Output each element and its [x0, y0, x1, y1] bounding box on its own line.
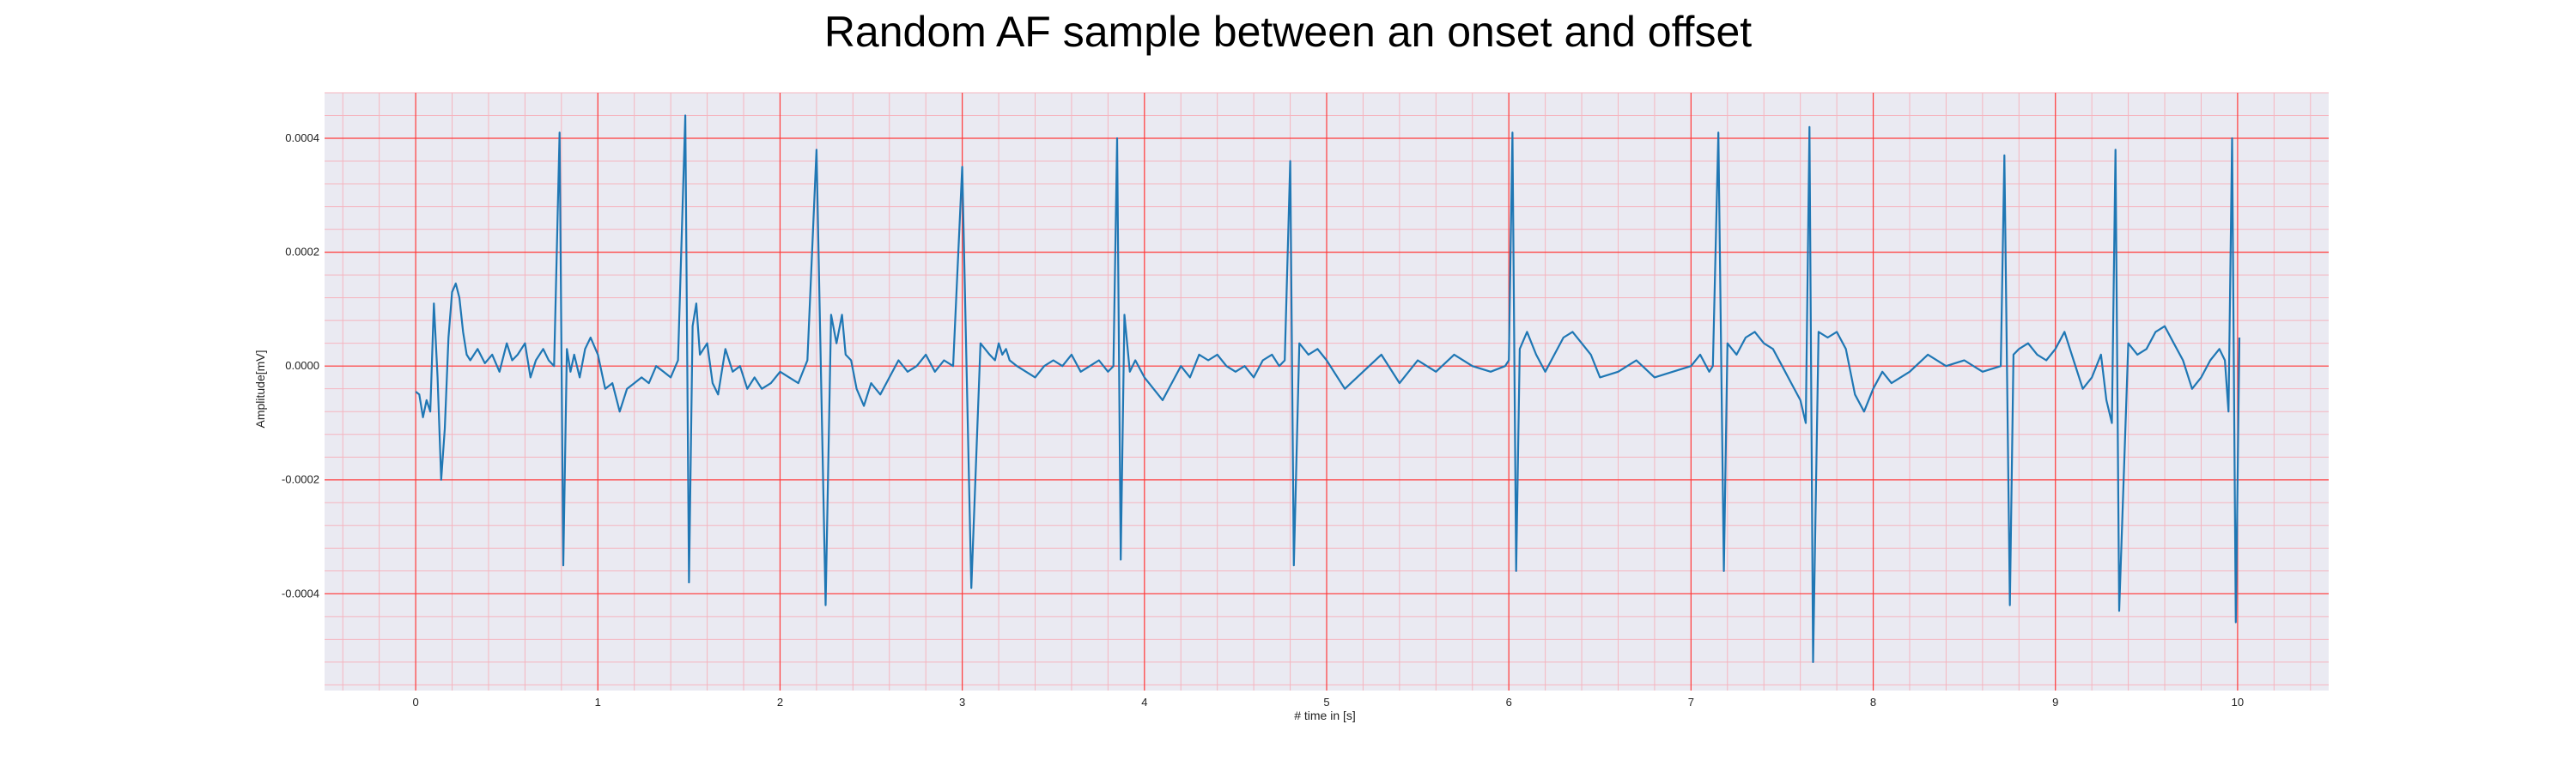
y-tick-label: 0.0002	[285, 246, 319, 259]
x-tick-label: 1	[595, 696, 601, 709]
x-tick-label: 5	[1323, 696, 1329, 709]
chart-title: Random AF sample between an onset and of…	[823, 8, 1753, 56]
major-grid	[325, 93, 2329, 691]
x-tick-label: 8	[1870, 696, 1876, 709]
y-tick-labels: -0.0004 -0.0002 0.0000 0.0002 0.0004	[282, 131, 319, 600]
y-tick-label: -0.0002	[282, 473, 319, 486]
signal-line	[415, 114, 2241, 663]
x-tick-label: 3	[959, 696, 965, 709]
y-tick-label: 0.0004	[285, 131, 319, 144]
y-tick-label: 0.0000	[285, 359, 319, 372]
y-tick-label: -0.0004	[282, 587, 319, 600]
x-tick-label: 10	[2232, 696, 2244, 709]
x-tick-label: 0	[412, 696, 418, 709]
x-tick-label: 7	[1688, 696, 1694, 709]
x-tick-labels: 0 1 2 3 4 5 6 7 8 9 10	[412, 696, 2244, 709]
x-axis-label: # time in [s]	[1294, 709, 1356, 722]
x-tick-label: 6	[1506, 696, 1512, 709]
x-tick-label: 9	[2052, 696, 2058, 709]
x-tick-label: 2	[777, 696, 783, 709]
y-axis-label: Amplitude[mV]	[253, 350, 267, 428]
x-tick-label: 4	[1141, 696, 1147, 709]
